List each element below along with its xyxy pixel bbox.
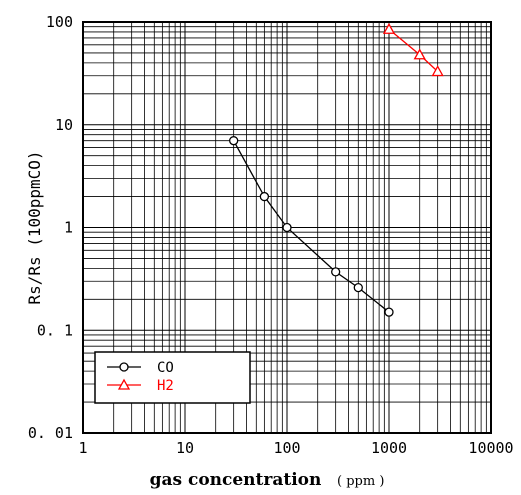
y-tick-label: 0. 1 (37, 321, 73, 339)
x-tick-label: 100 (273, 439, 300, 457)
data-point-co (384, 307, 394, 317)
x-axis-label-main: gas concentration (150, 470, 322, 490)
series (229, 22, 444, 317)
y-tick-label: 0. 01 (28, 424, 73, 442)
legend-item-co: CO (107, 360, 174, 376)
y-tick-label: 1 (64, 219, 73, 237)
plot-frame (82, 21, 492, 434)
legend-label-h2: H2 (157, 378, 174, 394)
data-point-h2 (382, 22, 396, 34)
legend-item-h2: H2 (107, 378, 174, 394)
y-axis-label: Rs/Rs (100ppmCO) (25, 150, 44, 304)
legend-marker-h2 (117, 378, 131, 390)
x-tick-label: 10000 (468, 439, 513, 457)
series-co (229, 136, 394, 317)
x-axis-label: gas concentration ( ppm ) (150, 470, 385, 490)
legend-label-co: CO (157, 360, 174, 376)
y-tick-label: 100 (46, 13, 73, 31)
data-point-co (259, 191, 270, 202)
x-tick-label: 10 (176, 439, 194, 457)
series-h2 (382, 22, 444, 77)
legend: CO H2 (94, 351, 251, 404)
y-axis-ticks: 0. 01 0. 1 1 10 100 (28, 13, 73, 442)
grid (83, 22, 491, 433)
x-tick-label: 1 (78, 439, 87, 457)
data-point-co (331, 267, 341, 277)
x-axis-ticks: 1 10 100 1000 10000 (78, 439, 513, 457)
data-point-co (353, 282, 363, 293)
data-point-h2 (431, 65, 444, 77)
x-axis-label-unit: ( ppm ) (337, 474, 384, 489)
series-line-h2 (388, 28, 439, 72)
legend-marker-co (119, 362, 129, 372)
data-point-co (229, 136, 239, 146)
data-point-co (282, 222, 292, 233)
x-tick-label: 1000 (371, 439, 407, 457)
legend-box (94, 351, 251, 404)
y-tick-label: 10 (55, 116, 73, 134)
series-line-co (233, 140, 390, 313)
data-point-h2 (413, 48, 426, 60)
